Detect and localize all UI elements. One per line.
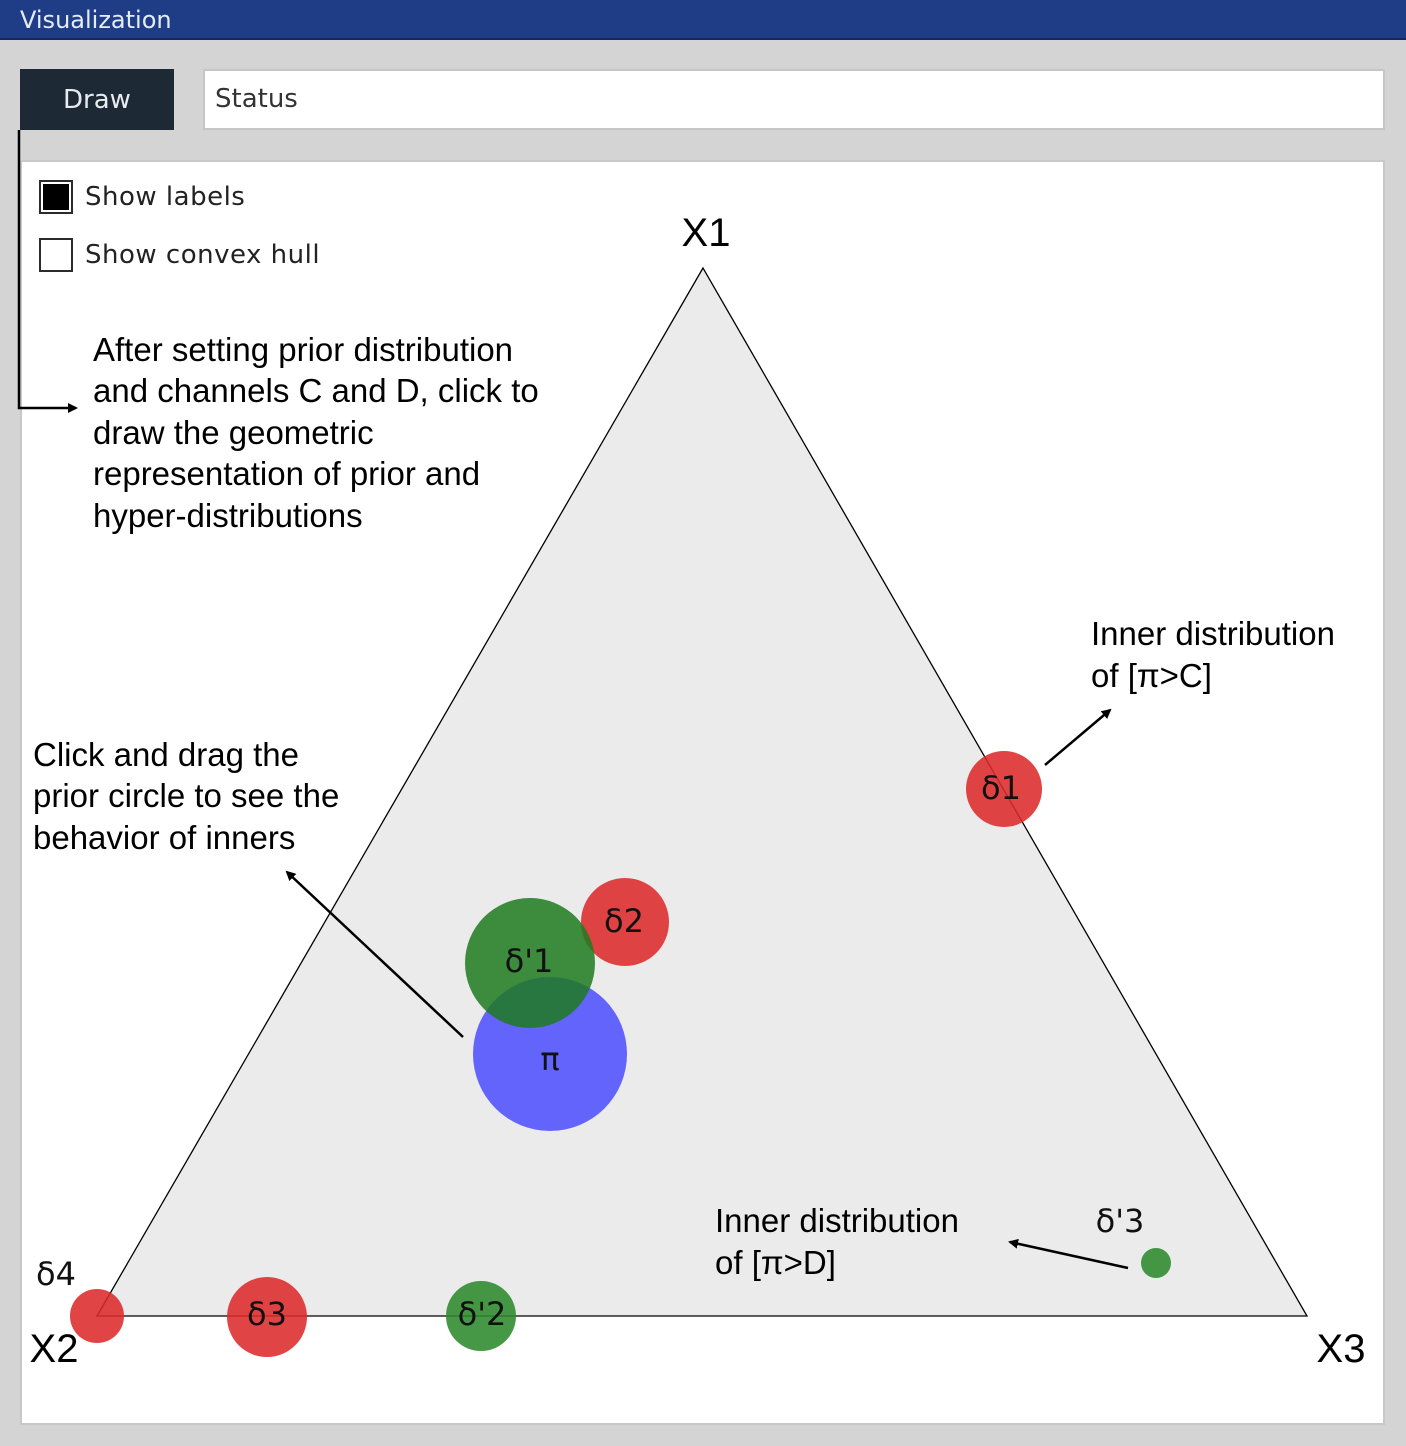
circle-delta-p3 bbox=[1141, 1248, 1171, 1278]
draw-hint-line: representation of prior and bbox=[93, 455, 480, 492]
inner-c-annotation: Inner distribution of [π>C] bbox=[1091, 615, 1335, 694]
inner-d-line: Inner distribution bbox=[715, 1202, 959, 1239]
inner-d-arrow bbox=[1008, 1238, 1129, 1270]
drag-hint: Click and drag the prior circle to see t… bbox=[33, 736, 339, 856]
label-delta-p1: δ'1 bbox=[505, 942, 554, 980]
label-delta1: δ1 bbox=[981, 769, 1021, 807]
circle-delta2 bbox=[581, 878, 669, 966]
vertex-label-x1: X1 bbox=[682, 211, 731, 255]
label-delta3: δ3 bbox=[247, 1295, 287, 1333]
inner-c-arrow bbox=[1044, 708, 1112, 766]
show-labels-option[interactable]: Show labels bbox=[39, 180, 245, 214]
circle-delta3 bbox=[227, 1277, 307, 1357]
window-title: Visualization bbox=[0, 0, 1406, 40]
label-pi: π bbox=[540, 1040, 559, 1078]
circle-delta4 bbox=[70, 1289, 124, 1343]
draw-hint-line: hyper-distributions bbox=[93, 497, 363, 534]
draw-hint-connector bbox=[17, 130, 78, 413]
inner-c-line: of [π>C] bbox=[1091, 657, 1212, 694]
show-labels-label: Show labels bbox=[85, 182, 246, 212]
label-delta4: δ4 bbox=[36, 1255, 76, 1293]
show-convex-hull-label: Show convex hull bbox=[85, 240, 321, 270]
label-delta2: δ2 bbox=[604, 902, 644, 940]
circle-delta-p1 bbox=[465, 898, 595, 1028]
draw-hint-line: draw the geometric bbox=[93, 414, 374, 451]
inner-d-annotation: Inner distribution of [π>D] bbox=[715, 1202, 959, 1281]
drag-hint-arrow bbox=[285, 870, 464, 1038]
draw-button[interactable]: Draw bbox=[20, 69, 174, 130]
show-convex-hull-option[interactable]: Show convex hull bbox=[39, 238, 320, 272]
vertex-label-x3: X3 bbox=[1317, 1327, 1366, 1371]
circle-delta1 bbox=[966, 751, 1042, 827]
drag-hint-line: prior circle to see the bbox=[33, 777, 339, 814]
vertex-label-x2: X2 bbox=[30, 1327, 79, 1371]
draw-hint: After setting prior distribution and cha… bbox=[93, 331, 539, 534]
inner-c-line: Inner distribution bbox=[1091, 615, 1335, 652]
inner-d-line: of [π>D] bbox=[715, 1244, 836, 1281]
draw-hint-line: After setting prior distribution bbox=[93, 331, 513, 368]
status-field: Status bbox=[203, 69, 1385, 130]
label-delta-p2: δ'2 bbox=[458, 1295, 507, 1333]
show-convex-hull-checkbox[interactable] bbox=[39, 238, 73, 272]
circle-delta-p2 bbox=[446, 1281, 516, 1351]
drag-hint-line: Click and drag the bbox=[33, 736, 299, 773]
drag-hint-line: behavior of inners bbox=[33, 819, 295, 856]
draw-hint-line: and channels C and D, click to bbox=[93, 372, 539, 409]
label-delta-p3: δ'3 bbox=[1096, 1202, 1145, 1240]
show-labels-checkbox[interactable] bbox=[39, 180, 73, 214]
